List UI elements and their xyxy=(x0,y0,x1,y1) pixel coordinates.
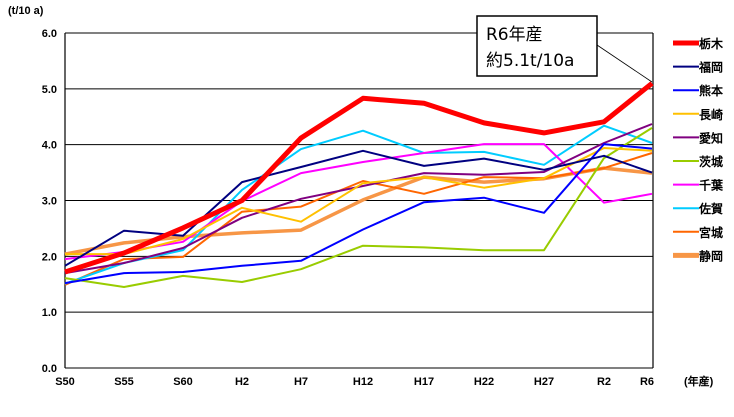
x-tick-label: H17 xyxy=(414,376,434,388)
legend-label: 千葉 xyxy=(699,178,724,193)
x-tick-label: H7 xyxy=(294,376,308,388)
series-line-0 xyxy=(64,81,654,275)
x-tick-label: H2 xyxy=(235,376,249,388)
y-tick-label: 3.0 xyxy=(42,196,57,208)
y-tick-label: 6.0 xyxy=(42,28,57,40)
x-tick-label: H12 xyxy=(353,376,373,388)
y-tick-label: 5.0 xyxy=(42,84,57,96)
y-tick-label: 4.0 xyxy=(42,140,57,152)
callout-line2: 約5.1t/10a xyxy=(486,51,574,71)
legend-item: 長崎 xyxy=(673,107,723,122)
x-tick-label: S50 xyxy=(55,376,75,388)
legend-item: 静岡 xyxy=(673,248,723,263)
legend-label: 静岡 xyxy=(699,248,723,263)
legend-item: 茨城 xyxy=(673,154,723,169)
x-tick-label: R6 xyxy=(640,376,654,388)
legend-item: 宮城 xyxy=(673,225,723,240)
series-line-2 xyxy=(64,143,653,285)
legend-label: 愛知 xyxy=(699,130,723,145)
callout-box xyxy=(476,15,598,77)
y-tick-label: 1.0 xyxy=(42,307,57,319)
series-line-7 xyxy=(64,124,653,285)
y-axis-label: (t/10 a) xyxy=(8,5,44,17)
callout: R6年産 約5.1t/10a xyxy=(476,15,653,83)
series-line-4 xyxy=(64,123,653,275)
gridlines xyxy=(64,32,654,369)
legend-label: 長崎 xyxy=(699,107,723,122)
y-tick-label: 0.0 xyxy=(42,363,57,375)
series-line-5 xyxy=(64,127,653,288)
x-tick-label: S60 xyxy=(173,376,193,388)
legend-label: 宮城 xyxy=(699,225,723,240)
legend-label: 熊本 xyxy=(699,83,723,98)
x-tick-label: H22 xyxy=(474,376,494,388)
callout-line1: R6年産 xyxy=(486,25,543,45)
x-tick-labels: S50 S55 S60 H2 H7 H12 H17 H22 H27 R2 R6 xyxy=(55,376,654,388)
y-tick-labels: 0.0 1.0 2.0 3.0 4.0 5.0 6.0 xyxy=(42,28,57,375)
legend-item: 福岡 xyxy=(673,60,723,75)
x-tick-label: H27 xyxy=(534,376,554,388)
legend-label: 福岡 xyxy=(698,60,723,75)
x-axis-label: (年産) xyxy=(684,374,714,388)
series-line-8 xyxy=(64,152,653,286)
legend-label: 茨城 xyxy=(699,154,723,169)
legend-item: 佐賀 xyxy=(673,201,723,216)
legend-item: 愛知 xyxy=(673,130,723,145)
legend-label: 佐賀 xyxy=(698,201,723,216)
x-tick-label: R2 xyxy=(597,376,611,388)
legend-item: 千葉 xyxy=(673,178,724,193)
y-tick-label: 2.0 xyxy=(42,251,57,263)
series-line-6 xyxy=(64,143,653,261)
x-tick-label: S55 xyxy=(114,376,134,388)
series-line-3 xyxy=(65,147,653,256)
callout-leader xyxy=(596,44,653,83)
legend-item: 熊本 xyxy=(673,83,723,98)
legend-label: 栃木 xyxy=(699,36,724,51)
series-lines xyxy=(64,81,654,288)
legend-item: 栃木 xyxy=(673,36,724,51)
